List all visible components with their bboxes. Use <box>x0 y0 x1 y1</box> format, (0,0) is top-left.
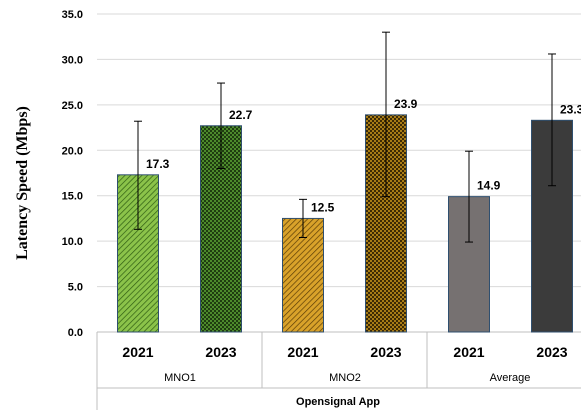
y-tick-label: 20.0 <box>62 145 83 157</box>
data-label: 17.3 <box>146 157 170 171</box>
error-bars <box>134 31 556 243</box>
y-axis-title: Latency Speed (Mbps) <box>14 106 31 260</box>
data-label: 23.9 <box>394 97 418 111</box>
bar-mno2-2023 <box>365 114 407 333</box>
x-category-label: 2021 <box>453 344 484 360</box>
x-group-label: MNO1 <box>164 372 196 384</box>
y-tick-label: 35.0 <box>62 9 83 21</box>
x-category-label: 2021 <box>287 344 318 360</box>
data-label: 12.5 <box>311 200 335 214</box>
y-tick-label: 10.0 <box>62 236 83 248</box>
x-category-label: 2023 <box>370 344 401 360</box>
x-category-label: 2021 <box>122 344 153 360</box>
x-axis-title: Opensignal App <box>296 396 380 408</box>
x-category-label: 2023 <box>536 344 567 360</box>
x-group-label: Average <box>490 372 531 384</box>
x-group-label: MNO2 <box>329 372 361 384</box>
y-tick-label: 5.0 <box>68 282 83 294</box>
y-tick-label: 0.0 <box>68 327 83 339</box>
x-category-label: 2023 <box>205 344 236 360</box>
data-label: 23.3 <box>560 102 581 116</box>
data-label: 22.7 <box>229 108 253 122</box>
data-labels: 17.3 22.7 12.5 23.9 14.9 23.3 <box>146 97 581 215</box>
y-axis-ticks: 0.0 5.0 10.0 15.0 20.0 25.0 30.0 35.0 <box>62 9 83 339</box>
y-tick-label: 30.0 <box>62 54 83 66</box>
data-label: 14.9 <box>477 179 501 193</box>
bars <box>117 114 573 333</box>
y-tick-label: 25.0 <box>62 100 83 112</box>
y-tick-label: 15.0 <box>62 191 83 203</box>
gridlines <box>97 13 581 333</box>
x-axis: 2021 2023 2021 2023 2021 2023 MNO1 MNO2 Average <box>96 332 581 410</box>
